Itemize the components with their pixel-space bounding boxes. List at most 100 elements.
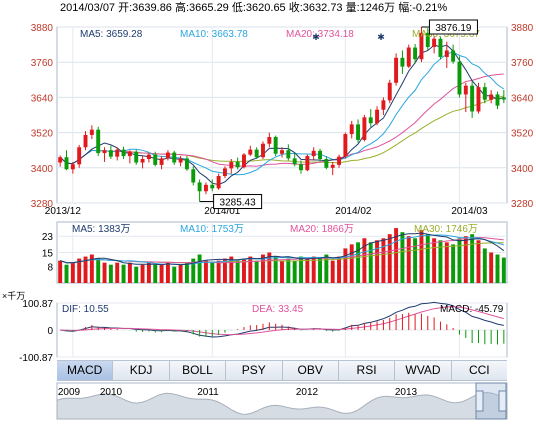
overview-area [56,391,508,420]
candle [248,149,253,155]
candle [96,129,101,154]
vol-ma30-legend: MA30: 1746万 [414,224,478,235]
volume-bar [83,256,88,283]
ma20-legend: MA20: 3734.18 [286,29,354,40]
volume-bar [362,238,367,283]
volume-bar [356,242,361,283]
candle [64,157,69,170]
volume-bar [343,248,348,283]
tab-obv[interactable]: OBV [283,361,339,380]
indicator-tabs: MACD KDJ BOLL PSY OBV RSI WVAD CCI [57,360,507,381]
volume-bar [159,264,164,283]
tab-psy[interactable]: PSY [226,361,283,380]
candle [153,154,158,165]
candle [273,137,278,154]
volume-bar [203,260,208,283]
candle [451,50,456,62]
candle [381,100,386,110]
tab-boll[interactable]: BOLL [170,361,227,380]
candle [324,159,329,168]
volume-bar [89,254,94,283]
tab-kdj[interactable]: KDJ [113,361,170,380]
volume-bar [387,234,392,283]
volume-bar [451,244,456,283]
candle [444,50,449,57]
candle [482,87,487,100]
candle-panel [56,26,508,204]
candle [159,158,164,165]
volume-bar [235,260,240,283]
candle [394,57,399,83]
volume-bar [349,244,354,283]
high-callout-box [428,19,478,35]
candle [330,164,335,168]
candle [58,157,63,163]
volume-bar [184,262,189,283]
overview-year-label: 2009 [58,387,81,398]
candle [229,161,234,169]
volume-bar [375,240,380,283]
volume-bar [165,262,170,283]
volume-bar [381,238,386,283]
tab-cci[interactable]: CCI [468,363,490,377]
macd-tick: 100.87 [22,299,53,310]
candle [254,149,259,158]
volume-bar [216,260,221,283]
candle [463,85,468,95]
date-tick: 2014/01 [204,206,241,217]
volume-bar [394,228,399,283]
volume-bar [140,264,145,283]
overview-year-label: 2012 [296,387,319,398]
volume-bar [311,256,316,283]
candle [280,150,284,154]
overview-year-label: 2010 [100,387,123,398]
candle [292,158,297,165]
candle [134,151,139,163]
price-tick-left: 3280 [31,199,54,210]
volume-bar [318,258,322,283]
volume-bar [121,264,126,283]
candle [362,117,367,140]
candle [216,176,221,189]
volume-bar [242,258,246,283]
volume-bar [457,238,462,283]
price-tick-right: 3280 [511,199,534,210]
candle [184,158,189,170]
volume-bar [489,252,494,283]
tab-macd[interactable]: MACD [57,361,114,380]
macd-tick: -100.87 [19,353,53,364]
volume-bar [368,242,373,283]
candle [121,149,126,157]
volume-bar [58,260,63,283]
candle [432,38,437,47]
volume-bar [115,262,120,283]
volume-tick: 8 [47,263,53,274]
volume-bar [444,242,449,283]
ma5-legend: MA5: 3659.28 [80,29,143,40]
volume-bar [501,257,506,283]
low-callout-box [213,194,263,210]
price-tick-left: 3520 [31,129,54,140]
volume-bar [134,266,139,283]
tab-rsi[interactable]: RSI [339,361,396,380]
candle [235,161,240,168]
volume-bar [248,256,253,283]
volume-bar [146,262,151,283]
candle [318,150,322,159]
candle [140,159,145,163]
low-callout: 3285.43 [220,198,257,209]
ma20-line [59,73,504,167]
vol-ma20-legend: MA20: 1866万 [290,224,354,235]
candle [70,164,75,170]
overview-right-handle [498,390,507,412]
tab-wvad[interactable]: WVAD [395,361,452,380]
candle [165,152,170,159]
candle [501,97,506,100]
volume-bar [482,248,487,283]
candle [470,85,475,112]
dif-legend: DIF: 10.55 [62,304,109,315]
volume-unit: ×千万 [2,291,25,301]
volume-bar [172,266,177,283]
candle [127,151,132,157]
candle [146,154,151,159]
